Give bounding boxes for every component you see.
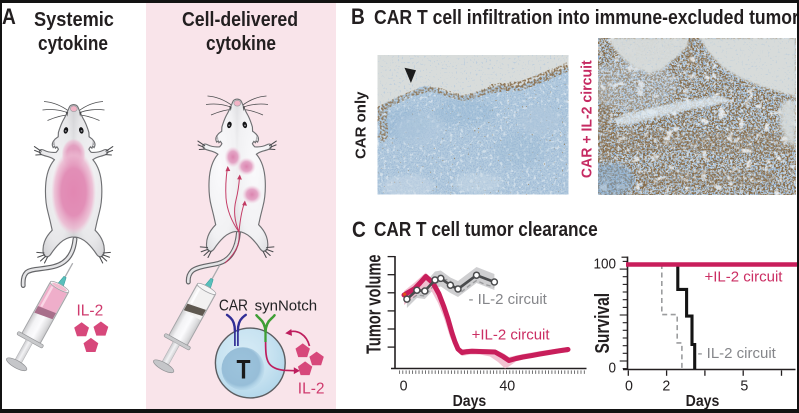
svg-text:2: 2 <box>662 378 670 394</box>
svg-text:+IL-2 circuit: +IL-2 circuit <box>705 268 784 285</box>
svg-text:CAR: CAR <box>219 298 248 315</box>
svg-text:T: T <box>236 355 251 385</box>
svg-text:synNotch: synNotch <box>255 297 318 314</box>
svg-text:Tumor volume: Tumor volume <box>362 254 385 354</box>
svg-text:40: 40 <box>499 378 515 394</box>
svg-text:0: 0 <box>400 378 408 394</box>
svg-text:Survival: Survival <box>591 293 613 354</box>
svg-text:0: 0 <box>625 378 633 394</box>
svg-text:+IL-2 circuit: +IL-2 circuit <box>472 327 551 344</box>
svg-text:CAR only: CAR only <box>353 91 370 159</box>
svg-text:CAR + IL-2 circuit: CAR + IL-2 circuit <box>579 60 595 178</box>
svg-text:- IL-2 circuit: - IL-2 circuit <box>469 291 548 308</box>
svg-text:IL-2: IL-2 <box>77 303 104 320</box>
svg-text:Days: Days <box>453 394 487 411</box>
svg-text:5: 5 <box>740 378 748 394</box>
svg-text:100: 100 <box>594 256 617 273</box>
svg-text:IL-2: IL-2 <box>298 381 325 398</box>
svg-text:Days: Days <box>686 394 720 411</box>
svg-text:0: 0 <box>608 360 616 377</box>
svg-text:- IL-2 circuit: - IL-2 circuit <box>698 345 777 362</box>
